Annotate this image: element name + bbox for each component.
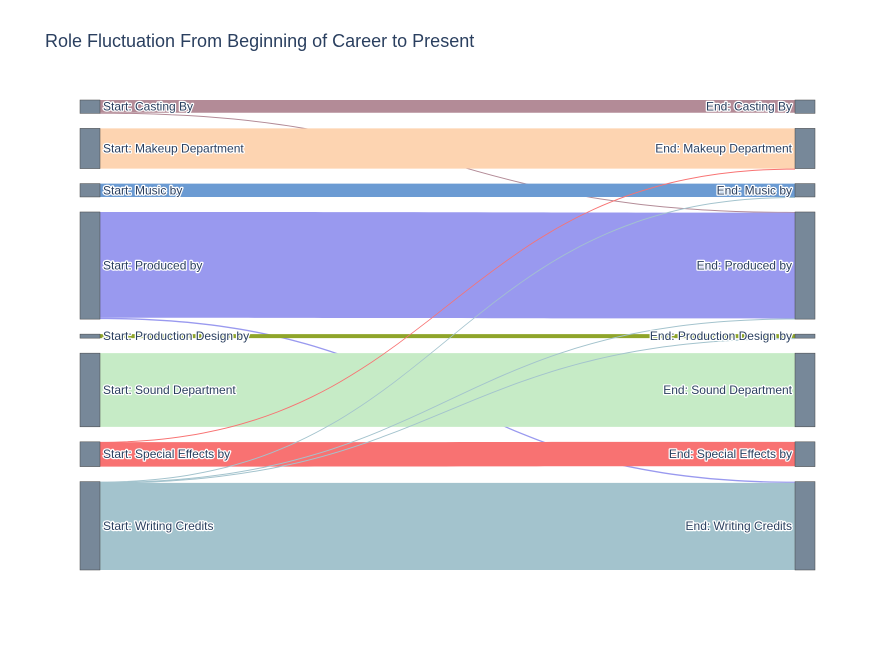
links-layer <box>100 100 795 570</box>
sankey-link <box>100 338 795 484</box>
source-node-label: Start: Makeup Department <box>103 141 244 155</box>
sankey-link <box>100 100 795 113</box>
target-node-label: End: Makeup Department <box>655 141 792 155</box>
source-node-label: Start: Casting By <box>103 100 193 114</box>
source-node[interactable] <box>79 481 101 571</box>
nodes-layer <box>79 99 816 571</box>
source-node-label: Start: Music by <box>103 183 182 197</box>
sankey-link <box>100 128 795 169</box>
source-node[interactable] <box>79 441 101 467</box>
chart-title: Role Fluctuation From Beginning of Caree… <box>45 31 475 51</box>
target-node[interactable] <box>794 128 816 169</box>
target-node-label: End: Sound Department <box>663 383 792 397</box>
target-node-label: End: Casting By <box>706 100 792 114</box>
sankey-link <box>100 334 795 339</box>
target-node-label: End: Production Design by <box>650 329 792 343</box>
sankey-link <box>100 441 795 467</box>
target-node[interactable] <box>794 333 816 339</box>
source-node[interactable] <box>79 99 101 114</box>
target-node[interactable] <box>794 183 816 198</box>
source-node-label: Start: Production Design by <box>103 329 249 343</box>
source-node[interactable] <box>79 183 101 198</box>
source-node[interactable] <box>79 128 101 169</box>
target-node[interactable] <box>794 441 816 467</box>
source-node[interactable] <box>79 352 101 428</box>
target-node[interactable] <box>794 481 816 571</box>
sankey-link <box>100 211 795 319</box>
target-node-label: End: Special Effects by <box>669 447 792 461</box>
target-node-label: End: Writing Credits <box>686 519 792 533</box>
source-node-label: Start: Writing Credits <box>103 519 213 533</box>
sankey-link <box>100 318 795 483</box>
target-node-label: End: Produced by <box>697 259 792 273</box>
target-node[interactable] <box>794 99 816 114</box>
sankey-link <box>100 482 795 570</box>
source-node[interactable] <box>79 211 101 320</box>
sankey-link <box>100 196 795 483</box>
source-node[interactable] <box>79 333 101 339</box>
source-node-label: Start: Special Effects by <box>103 447 230 461</box>
target-node[interactable] <box>794 211 816 320</box>
labels-layer: Start: Casting By Start: Makeup Departmen… <box>102 98 794 534</box>
source-node-label: Start: Sound Department <box>103 383 236 397</box>
target-node-label: End: Music by <box>717 183 792 197</box>
sankey-link <box>100 183 795 197</box>
source-node-label: Start: Produced by <box>103 259 202 273</box>
target-node[interactable] <box>794 352 816 428</box>
sankey-link <box>100 353 795 427</box>
sankey-link <box>100 168 795 443</box>
